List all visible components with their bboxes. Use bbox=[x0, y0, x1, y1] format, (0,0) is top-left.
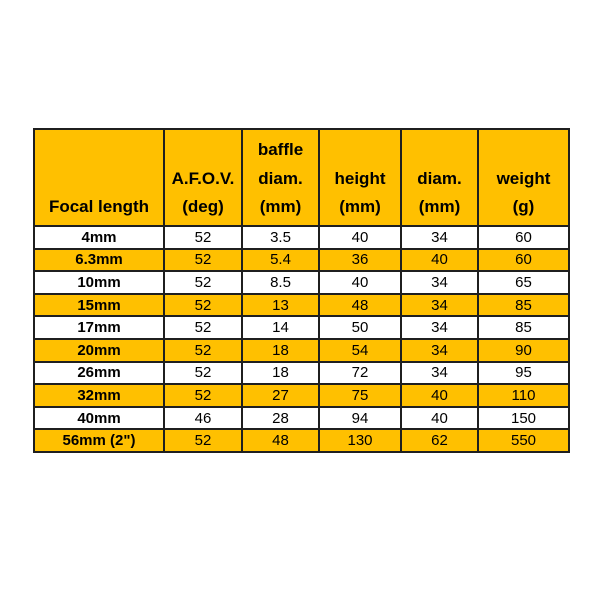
diam-cell: 34 bbox=[400, 292, 479, 318]
afov-cell: 52 bbox=[163, 292, 243, 318]
baffle-diam-cell: 3.5 bbox=[241, 225, 320, 250]
table-row: 6.3mm 52 5.4 36 40 60 bbox=[33, 247, 570, 273]
col-header-afov: A.F.O.V. (deg) bbox=[163, 128, 243, 227]
afov-cell: 52 bbox=[163, 247, 243, 273]
afov-cell: 46 bbox=[163, 405, 243, 431]
diam-cell: 40 bbox=[400, 247, 479, 273]
table-row: 32mm 52 27 75 40 110 bbox=[33, 383, 570, 408]
height-cell: 48 bbox=[318, 292, 402, 318]
diam-cell: 34 bbox=[400, 225, 479, 250]
weight-cell: 150 bbox=[477, 405, 570, 431]
baffle-diam-cell: 48 bbox=[241, 428, 320, 453]
focal-length-cell: 4mm bbox=[33, 225, 165, 250]
diam-cell: 34 bbox=[400, 270, 479, 295]
table-row: 4mm 52 3.5 40 34 60 bbox=[33, 225, 570, 250]
baffle-diam-cell: 8.5 bbox=[241, 270, 320, 295]
diam-cell: 34 bbox=[400, 360, 479, 386]
baffle-diam-cell: 13 bbox=[241, 292, 320, 318]
diam-cell: 40 bbox=[400, 405, 479, 431]
weight-cell: 110 bbox=[477, 383, 570, 408]
afov-cell: 52 bbox=[163, 337, 243, 363]
table-row: 17mm 52 14 50 34 85 bbox=[33, 315, 570, 340]
table-body: 4mm 52 3.5 40 34 60 6.3mm 52 5.4 36 40 6… bbox=[33, 225, 570, 453]
height-cell: 40 bbox=[318, 225, 402, 250]
focal-length-cell: 10mm bbox=[33, 270, 165, 295]
height-cell: 130 bbox=[318, 428, 402, 453]
afov-cell: 52 bbox=[163, 225, 243, 250]
baffle-diam-cell: 5.4 bbox=[241, 247, 320, 273]
table-header: Focal length A.F.O.V. (deg) baffle diam.… bbox=[33, 128, 570, 227]
baffle-diam-cell: 14 bbox=[241, 315, 320, 340]
table-row: 15mm 52 13 48 34 85 bbox=[33, 292, 570, 318]
height-cell: 54 bbox=[318, 337, 402, 363]
weight-cell: 90 bbox=[477, 337, 570, 363]
afov-cell: 52 bbox=[163, 270, 243, 295]
table-row: 20mm 52 18 54 34 90 bbox=[33, 337, 570, 363]
weight-cell: 550 bbox=[477, 428, 570, 453]
weight-cell: 60 bbox=[477, 225, 570, 250]
focal-length-cell: 32mm bbox=[33, 383, 165, 408]
weight-cell: 85 bbox=[477, 292, 570, 318]
col-header-focal-length: Focal length bbox=[33, 128, 165, 227]
diam-cell: 62 bbox=[400, 428, 479, 453]
height-cell: 36 bbox=[318, 247, 402, 273]
col-header-weight: weight (g) bbox=[477, 128, 570, 227]
afov-cell: 52 bbox=[163, 360, 243, 386]
header-row: Focal length A.F.O.V. (deg) baffle diam.… bbox=[33, 128, 570, 227]
height-cell: 40 bbox=[318, 270, 402, 295]
height-cell: 50 bbox=[318, 315, 402, 340]
focal-length-cell: 56mm (2") bbox=[33, 428, 165, 453]
height-cell: 72 bbox=[318, 360, 402, 386]
baffle-diam-cell: 18 bbox=[241, 360, 320, 386]
diam-cell: 34 bbox=[400, 337, 479, 363]
focal-length-cell: 26mm bbox=[33, 360, 165, 386]
baffle-diam-cell: 27 bbox=[241, 383, 320, 408]
col-header-diam: diam. (mm) bbox=[400, 128, 479, 227]
height-cell: 94 bbox=[318, 405, 402, 431]
weight-cell: 65 bbox=[477, 270, 570, 295]
eyepiece-spec-table-container: Focal length A.F.O.V. (deg) baffle diam.… bbox=[33, 128, 570, 453]
weight-cell: 85 bbox=[477, 315, 570, 340]
weight-cell: 60 bbox=[477, 247, 570, 273]
focal-length-cell: 15mm bbox=[33, 292, 165, 318]
table-row: 40mm 46 28 94 40 150 bbox=[33, 405, 570, 431]
focal-length-cell: 20mm bbox=[33, 337, 165, 363]
weight-cell: 95 bbox=[477, 360, 570, 386]
table-row: 56mm (2") 52 48 130 62 550 bbox=[33, 428, 570, 453]
focal-length-cell: 6.3mm bbox=[33, 247, 165, 273]
col-header-baffle-diam: baffle diam. (mm) bbox=[241, 128, 320, 227]
diam-cell: 40 bbox=[400, 383, 479, 408]
baffle-diam-cell: 28 bbox=[241, 405, 320, 431]
afov-cell: 52 bbox=[163, 428, 243, 453]
afov-cell: 52 bbox=[163, 383, 243, 408]
col-header-height: height (mm) bbox=[318, 128, 402, 227]
focal-length-cell: 17mm bbox=[33, 315, 165, 340]
diam-cell: 34 bbox=[400, 315, 479, 340]
height-cell: 75 bbox=[318, 383, 402, 408]
eyepiece-spec-table: Focal length A.F.O.V. (deg) baffle diam.… bbox=[33, 128, 570, 453]
focal-length-cell: 40mm bbox=[33, 405, 165, 431]
table-row: 10mm 52 8.5 40 34 65 bbox=[33, 270, 570, 295]
table-row: 26mm 52 18 72 34 95 bbox=[33, 360, 570, 386]
baffle-diam-cell: 18 bbox=[241, 337, 320, 363]
afov-cell: 52 bbox=[163, 315, 243, 340]
